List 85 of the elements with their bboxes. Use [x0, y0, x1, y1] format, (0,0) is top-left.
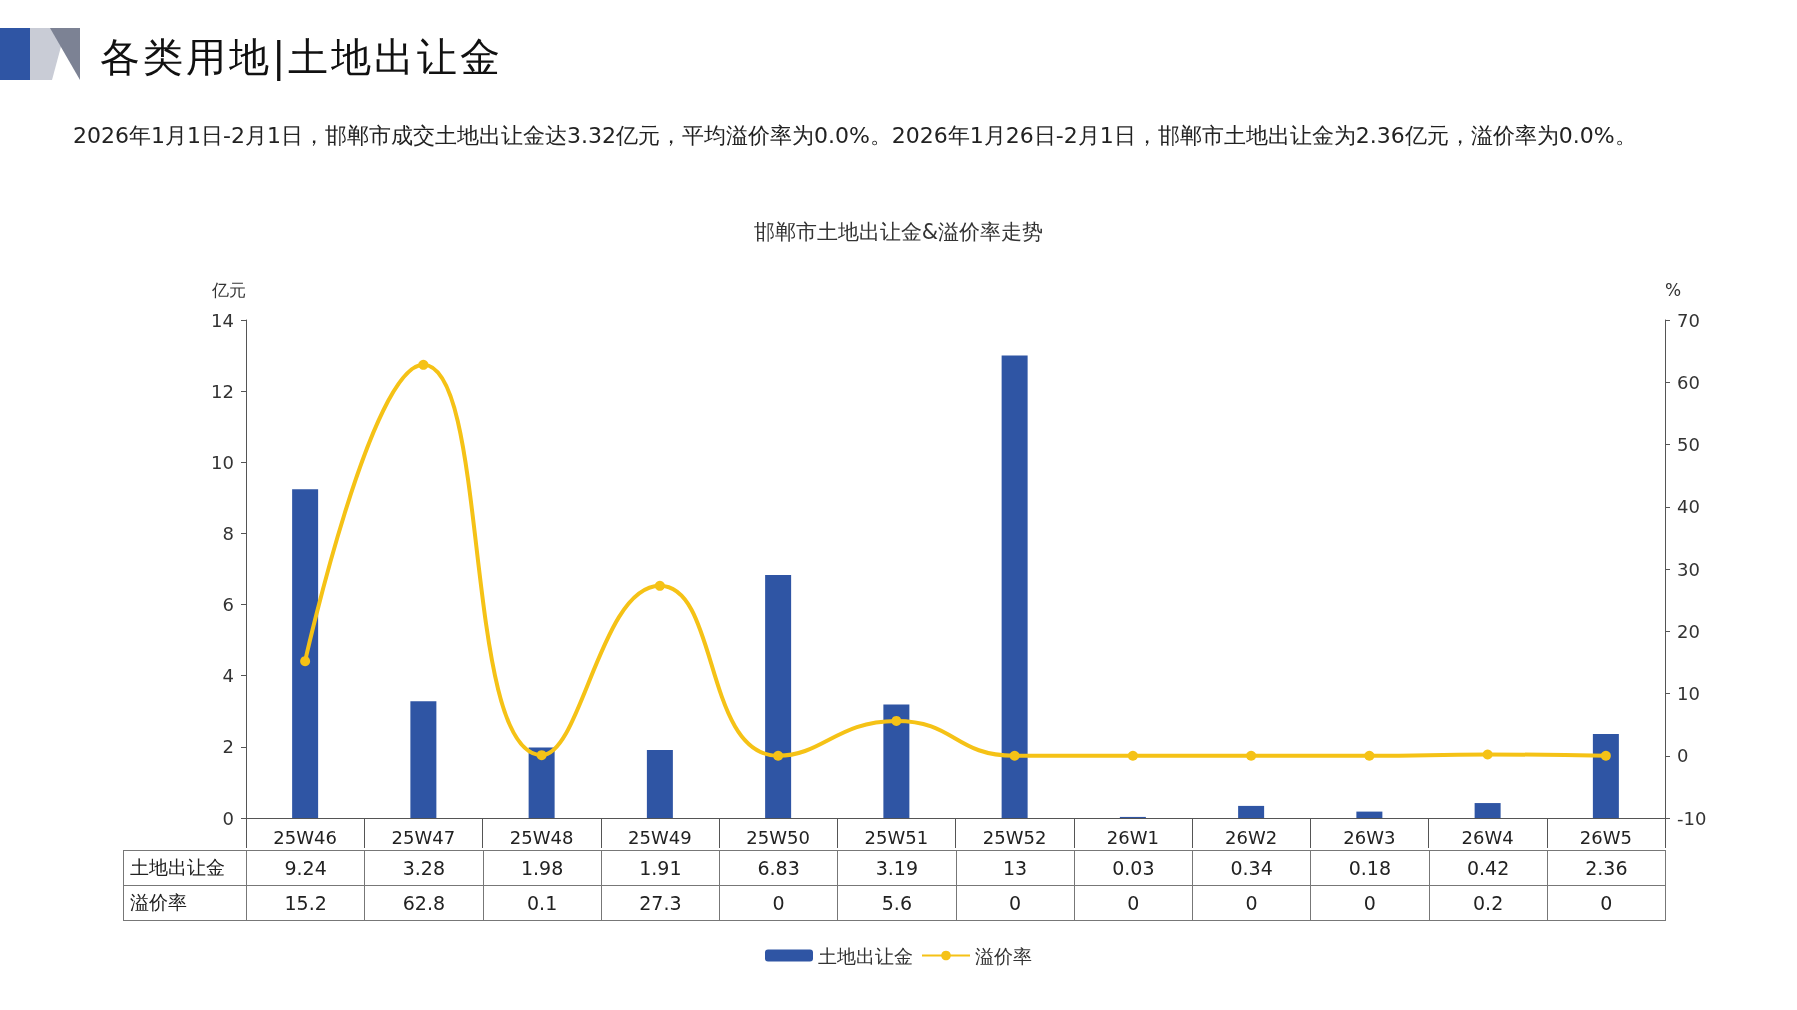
point [1127, 750, 1138, 761]
data-label: 15.2 [246, 885, 365, 921]
y2-tick-label: -10 [1677, 807, 1707, 829]
x-tick-label: 25W48 [509, 826, 574, 848]
x-tick-label: 25W47 [391, 826, 456, 848]
x-tick-label: 25W49 [628, 826, 692, 848]
data-label: 13 [956, 850, 1075, 886]
x-tick-label: 25W51 [864, 826, 929, 848]
data-label: 1.98 [483, 850, 602, 886]
point [1009, 750, 1020, 761]
y2-tick-label: 60 [1677, 371, 1700, 393]
y-tick-label: 4 [222, 665, 234, 687]
data-label: 0 [956, 885, 1075, 921]
y2-axis-title: % [1665, 279, 1682, 300]
bar [883, 704, 910, 818]
point [300, 656, 311, 667]
data-label: 6.83 [719, 850, 838, 886]
y-axis-title: 亿元 [211, 279, 246, 300]
bar [1238, 805, 1265, 818]
y2-tick-label: 30 [1677, 558, 1700, 580]
point [891, 715, 902, 726]
data-label: 0 [1310, 885, 1429, 921]
data-label: 0.1 [483, 885, 602, 921]
y2-tick-label: 20 [1677, 620, 1700, 642]
legend-label: 溢价率 [975, 944, 1032, 967]
point [1364, 750, 1375, 761]
x-tick-label: 25W50 [746, 826, 810, 848]
data-label: 27.3 [601, 885, 720, 921]
bar [410, 701, 437, 818]
bar [1001, 355, 1028, 818]
data-label: 2.36 [1547, 850, 1666, 886]
x-tick-label: 26W4 [1461, 826, 1514, 848]
chart-title: 各类用地|土地出让金 [100, 33, 504, 83]
data-label: 3.28 [364, 850, 483, 886]
data-label: 0.34 [1192, 850, 1311, 886]
x-tick-label: 26W1 [1106, 826, 1159, 848]
x-tick-label: 26W3 [1343, 826, 1396, 848]
y-tick-label: 10 [211, 451, 234, 473]
bar [765, 575, 792, 818]
bar [292, 489, 319, 818]
y-tick-label: 0 [222, 807, 234, 829]
bar [1356, 811, 1383, 818]
point [654, 580, 665, 591]
y-tick-label: 8 [222, 522, 234, 544]
point [1246, 750, 1257, 761]
y2-tick-label: 70 [1677, 309, 1700, 331]
y-tick-label: 6 [222, 594, 234, 616]
x-tick-label: 26W5 [1579, 826, 1632, 848]
bar [646, 750, 673, 818]
data-label: 0 [1192, 885, 1311, 921]
y2-tick-label: 50 [1677, 434, 1700, 455]
bar [1474, 803, 1501, 818]
data-label: 0 [1074, 885, 1193, 921]
point [1482, 749, 1493, 760]
data-label: 3.19 [837, 850, 956, 886]
data-label: 0.03 [1074, 850, 1193, 886]
data-label: 0 [1547, 885, 1666, 921]
data-label: 9.24 [246, 850, 365, 886]
y-tick-label: 2 [222, 736, 234, 758]
chart-subtitle: 邯郸市土地出让金&溢价率走势 [753, 219, 1044, 244]
data-label: 62.8 [364, 885, 483, 921]
text: 溢价率 [130, 891, 187, 913]
y2-tick-label: 10 [1677, 683, 1700, 704]
data-label: 1.91 [601, 850, 720, 886]
x-tick-label: 26W2 [1225, 826, 1278, 848]
y2-tick-label: 0 [1677, 745, 1689, 767]
x-tick-label: 25W46 [273, 826, 337, 848]
text: 2026年1月1日-2月1日，邯郸市成交土地出让金达3.32亿元，平均溢价率为0.0%。2026年1月26日-2月1日，邯郸市土地出让金为2.36亿元，溢价率为0.0%。 [73, 122, 1638, 150]
data-label: 0.18 [1310, 850, 1429, 886]
x-tick-label: 25W52 [982, 826, 1047, 848]
data-label: 5.6 [837, 885, 956, 921]
point [536, 750, 547, 761]
point [773, 750, 784, 761]
data-label: 0.42 [1429, 850, 1548, 886]
legend-label: 土地出让金 [818, 944, 913, 967]
y2-tick-label: 40 [1677, 496, 1700, 518]
y-tick-label: 14 [211, 309, 234, 331]
text: 土地出让金 [130, 856, 225, 878]
bar [528, 747, 555, 818]
y-tick-label: 12 [211, 380, 234, 402]
data-label: 0.2 [1429, 885, 1548, 921]
point [418, 359, 429, 370]
bar [1592, 734, 1619, 818]
data-label: 0 [719, 885, 838, 921]
point [1600, 750, 1611, 761]
